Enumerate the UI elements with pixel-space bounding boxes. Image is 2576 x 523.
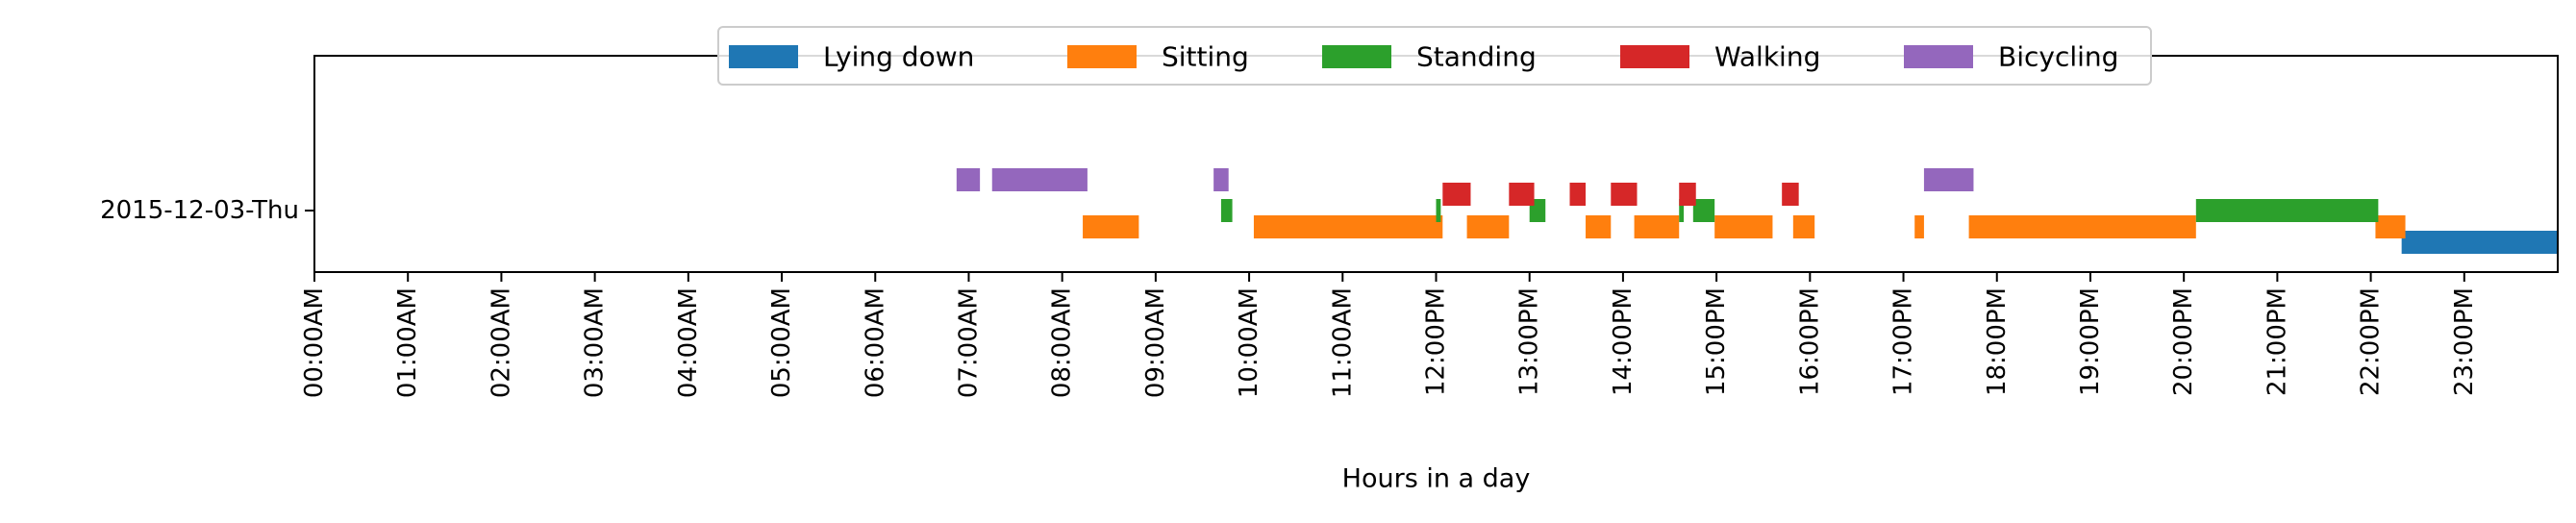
activity-bar <box>1782 183 1799 206</box>
activity-bar <box>1509 183 1535 206</box>
x-tick-label: 15:00PM <box>1702 287 1731 396</box>
activity-bar <box>1679 199 1685 222</box>
x-tick-label: 09:00AM <box>1141 287 1170 398</box>
x-tick-label: 13:00PM <box>1515 287 1544 396</box>
activity-bar <box>1692 199 1715 222</box>
x-tick-label: 10:00AM <box>1235 287 1263 398</box>
legend-label: Lying down <box>823 41 974 73</box>
series-lying-down <box>2401 231 2558 254</box>
x-tick-label: 02:00AM <box>487 287 515 398</box>
series-walking <box>1442 183 1799 206</box>
x-tick-label: 23:00PM <box>2450 287 2479 396</box>
x-tick-label: 08:00AM <box>1048 287 1077 398</box>
x-tick-label: 12:00PM <box>1422 287 1451 396</box>
activity-bar <box>991 168 1088 191</box>
x-tick-label: 19:00PM <box>2076 287 2105 396</box>
x-tick-label: 22:00PM <box>2357 287 2386 396</box>
x-tick-label: 06:00AM <box>861 287 889 398</box>
x-axis-label: Hours in a day <box>1342 464 1531 494</box>
series-bicycling <box>956 168 1974 191</box>
x-tick-label: 14:00PM <box>1609 287 1638 396</box>
activity-bar <box>1679 183 1696 206</box>
legend-swatch <box>1322 45 1391 68</box>
x-tick-label: 00:00AM <box>300 287 329 398</box>
activity-bar <box>2375 215 2406 238</box>
y-category-label: 2015-12-03-Thu <box>100 196 299 225</box>
x-tick-label: 01:00AM <box>393 287 422 398</box>
legend-label: Walking <box>1714 41 1820 73</box>
legend-swatch <box>729 45 798 68</box>
x-tick-label: 04:00AM <box>674 287 703 398</box>
x-tick-label: 18:00PM <box>1983 287 2012 396</box>
activity-bar <box>1083 215 1139 238</box>
legend-label: Standing <box>1416 41 1537 73</box>
activity-bar <box>1569 183 1587 206</box>
legend-box <box>717 26 2152 86</box>
activity-bar <box>1611 183 1638 206</box>
x-tick-label: 11:00AM <box>1328 287 1357 398</box>
x-tick-label: 07:00AM <box>954 287 983 398</box>
axes-layer: 00:00AM 01:00AM 02:00AM 03:00AM 04:00AM 05:00… <box>100 196 2479 494</box>
activity-bar <box>1792 215 1815 238</box>
activity-bar <box>1466 215 1510 238</box>
activity-bar <box>1968 215 2196 238</box>
legend-swatch <box>1904 45 1973 68</box>
activity-bar <box>1914 215 1924 238</box>
activity-bar <box>1253 215 1443 238</box>
x-tick-label: 05:00AM <box>767 287 796 398</box>
activity-bar <box>1213 168 1229 191</box>
activity-bar <box>1634 215 1680 238</box>
x-tick-label: 20:00PM <box>2169 287 2198 396</box>
legend-label: Bicycling <box>1998 41 2118 73</box>
x-tick-label: 16:00PM <box>1795 287 1824 396</box>
activity-bar <box>2401 231 2558 254</box>
series-standing <box>1220 199 2379 222</box>
legend-swatch <box>1067 45 1137 68</box>
activity-bar <box>1586 215 1612 238</box>
x-tick-label: 21:00PM <box>2263 287 2291 396</box>
activity-bar <box>956 168 981 191</box>
activity-bar <box>1220 199 1233 222</box>
activity-bar <box>2195 199 2379 222</box>
legend-label: Sitting <box>1162 41 1249 73</box>
bars-layer <box>956 168 2558 254</box>
x-tick-label: 03:00AM <box>581 287 610 398</box>
plot-frame <box>313 55 2559 273</box>
legend-swatch <box>1620 45 1689 68</box>
activity-bar <box>1436 199 1441 222</box>
x-tick-label: 17:00PM <box>1889 287 1918 396</box>
activity-bar <box>1923 168 1974 191</box>
activity-bar <box>1714 215 1773 238</box>
legend: Lying down Sitting Standing Walking Bicyclin… <box>717 26 2152 86</box>
activity-bar <box>1442 183 1471 206</box>
series-sitting <box>1083 215 2406 238</box>
